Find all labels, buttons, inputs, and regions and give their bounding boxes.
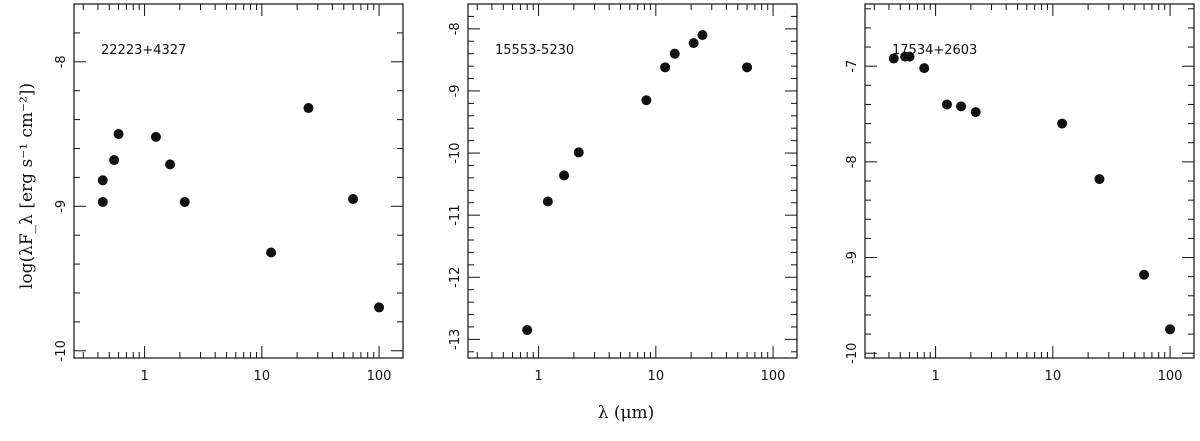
data-point	[660, 62, 671, 73]
data-point	[165, 159, 176, 170]
data-point	[522, 325, 533, 336]
y-tick-label: -9	[448, 84, 463, 97]
data-point	[919, 63, 930, 74]
x-tick-label: 100	[367, 369, 392, 384]
data-point	[97, 175, 108, 186]
data-point	[542, 196, 553, 207]
data-point	[956, 101, 967, 112]
y-tick-label: -8	[845, 155, 860, 168]
data-point	[573, 147, 584, 158]
panel-2: 1 10 100 -13 -12 -11 -10 -9 -8 15553-5230	[448, 3, 798, 384]
plot-frame	[73, 3, 404, 359]
plot-frame	[467, 3, 798, 359]
y-tick-label: -10	[54, 340, 69, 361]
panel-1: 1 10 100 -10 -9 -8 22223+4327	[54, 3, 404, 384]
panel-label: 22223+4327	[101, 43, 186, 58]
y-tick-label: -8	[448, 22, 463, 35]
y-tick-label: -7	[845, 60, 860, 73]
data-point	[742, 62, 753, 73]
x-tick-label: 100	[761, 369, 786, 384]
data-point	[941, 99, 952, 110]
data-point	[559, 170, 570, 181]
data-point	[303, 103, 314, 114]
data-point	[669, 48, 680, 59]
data-point	[179, 196, 190, 207]
data-point	[1057, 118, 1068, 129]
x-tick-label: 1	[931, 369, 939, 384]
data-point	[688, 38, 699, 49]
y-axis-label: log(λF_λ [erg s⁻¹ cm⁻²])	[17, 83, 37, 289]
x-tick-label: 10	[254, 369, 271, 384]
x-tick-label: 1	[534, 369, 542, 384]
x-tick-label: 1	[140, 369, 148, 384]
x-tick-label: 100	[1158, 369, 1183, 384]
y-tick-label: -11	[448, 205, 463, 226]
data-point	[266, 247, 277, 258]
data-point	[641, 95, 652, 106]
y-tick-label: -8	[54, 55, 69, 68]
data-point	[150, 131, 161, 142]
data-point	[1094, 174, 1105, 185]
y-tick-label: -12	[448, 267, 463, 288]
data-point	[904, 51, 915, 62]
y-tick-label: -9	[54, 200, 69, 213]
x-tick-label: 10	[1045, 369, 1062, 384]
data-point	[113, 129, 124, 140]
data-point	[1165, 324, 1176, 335]
data-point	[374, 302, 385, 313]
data-point	[348, 194, 359, 205]
data-point	[97, 196, 108, 207]
x-tick-label: 10	[648, 369, 665, 384]
panel-label: 15553-5230	[495, 43, 574, 58]
y-tick-label: -9	[845, 251, 860, 264]
data-point	[1139, 269, 1150, 280]
data-point	[697, 30, 708, 41]
data-point	[109, 155, 120, 166]
y-tick-label: -13	[448, 329, 463, 350]
x-axis-label: λ (μm)	[598, 403, 655, 423]
y-tick-label: -10	[448, 142, 463, 163]
data-point	[970, 107, 981, 118]
data-point	[888, 53, 899, 64]
y-tick-label: -10	[845, 343, 860, 364]
